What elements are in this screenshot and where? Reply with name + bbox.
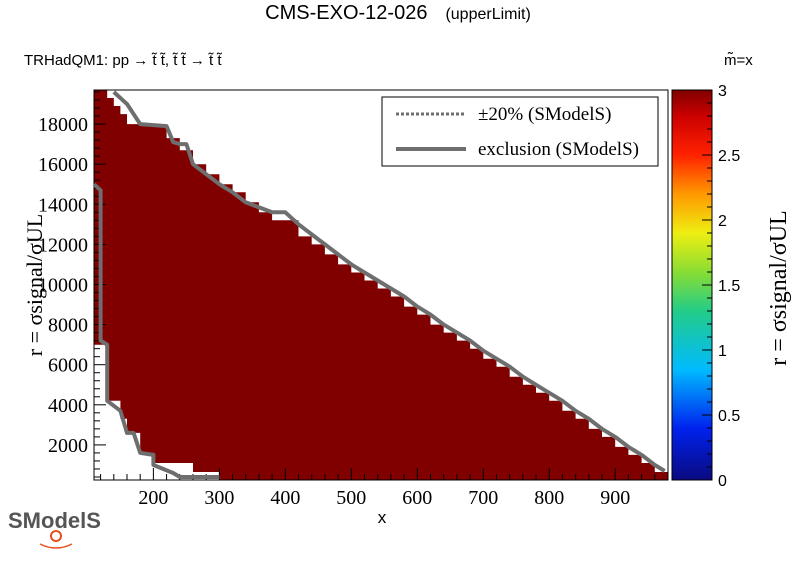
legend-label: exclusion (SModelS) — [478, 139, 639, 160]
logo-swoosh — [39, 543, 73, 549]
x-tick-label: 700 — [468, 487, 498, 509]
colorbar-tick-label: 1 — [718, 343, 727, 360]
legend-box — [381, 96, 659, 167]
plot-frame — [93, 89, 669, 481]
logo-bug-mark — [50, 530, 62, 542]
exclusion-line — [112, 90, 666, 473]
colorbar-tick-label: 1.5 — [718, 278, 740, 295]
title-main: CMS-EXO-12-026 — [265, 2, 428, 24]
x-axis-label: x — [378, 508, 387, 527]
process-label: TRHadQM1: pp → t̃ t̃, t̃ t̃ → t̃ t̃ — [24, 52, 222, 69]
y-tick-label: 12000 — [38, 234, 88, 256]
colorbar-tick-label: 0 — [718, 473, 727, 490]
colorbar-label: r = σsignal/σUL — [766, 210, 792, 365]
x-tick-label: 900 — [600, 487, 630, 509]
title-sub: (upperLimit) — [445, 6, 531, 23]
colorbar-tick-label: 0.5 — [718, 408, 740, 425]
x-tick-label: 400 — [270, 487, 300, 509]
y-axis-label: r = σsignal/σUL — [22, 214, 47, 356]
y-tick-label: 6000 — [48, 355, 88, 377]
colorbar-tick-label: 2.5 — [718, 148, 740, 165]
x-tick-label: 600 — [402, 487, 432, 509]
x-tick-label: 800 — [534, 487, 564, 509]
chart-title: CMS-EXO-12-026 (upperLimit) — [0, 2, 796, 25]
logo-text: SModelS — [8, 508, 101, 533]
mass-label: m̃=x — [724, 52, 753, 69]
y-tick-label: 4000 — [48, 395, 88, 417]
heatmap-region — [94, 90, 668, 480]
colorbar-tick-label: 3 — [718, 83, 727, 100]
y-tick-label: 10000 — [38, 274, 88, 296]
y-tick-label: 8000 — [48, 315, 88, 337]
exclusion-line — [92, 182, 220, 479]
y-tick-label: 2000 — [48, 435, 88, 457]
y-tick-label: 16000 — [38, 154, 88, 176]
y-tick-label: 18000 — [38, 114, 88, 136]
colorbar-tick-label: 2 — [718, 213, 727, 230]
legend-label: ±20% (SModelS) — [478, 104, 611, 125]
x-tick-label: 300 — [204, 487, 234, 509]
legend: ±20% (SModelS) exclusion (SModelS) — [381, 96, 659, 167]
smodels-logo: SModelS — [8, 508, 101, 534]
x-tick-label: 200 — [138, 487, 168, 509]
x-tick-label: 500 — [336, 487, 366, 509]
y-tick-label: 14000 — [38, 194, 88, 216]
